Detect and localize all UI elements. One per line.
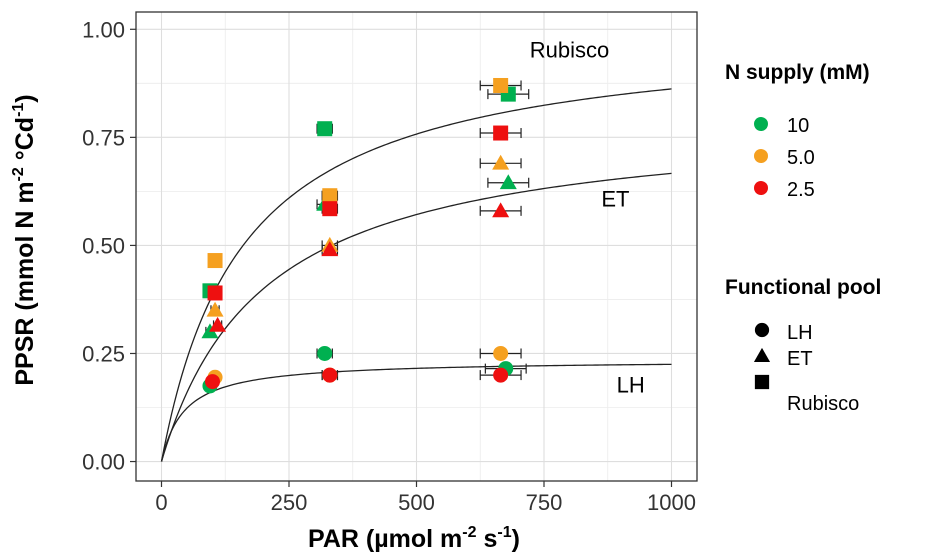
legend-label-10: 10 (787, 115, 809, 137)
data-points (201, 77, 517, 394)
legend-label-rubisco: Rubisco (787, 393, 859, 415)
point-lh-5.0 (493, 345, 509, 361)
legend-swatch-2.5 (754, 181, 768, 195)
y-tick-label: 0.00 (82, 450, 125, 475)
legend-label-lh: LH (787, 322, 813, 344)
point-et-5.0 (492, 154, 510, 170)
point-rubisco-2.5 (207, 285, 223, 301)
curve-label-rubisco: Rubisco (530, 37, 609, 62)
legend-shape-rubisco (754, 374, 770, 390)
x-axis-title: PAR (µmol m-2 s-1) (308, 524, 520, 553)
x-tick-label: 0 (155, 490, 167, 515)
x-tick-label: 250 (271, 490, 308, 515)
legend-functional-pool: Functional pool LH ET Rubisco (725, 276, 881, 415)
y-tick-label: 0.75 (82, 125, 125, 150)
curve-labels: Rubisco ET LH (530, 37, 645, 397)
x-tick-label: 500 (398, 490, 435, 515)
x-tick-label: 1000 (647, 490, 696, 515)
point-lh-2.5 (205, 374, 220, 390)
fitted-curve-rubisco (160, 88, 672, 462)
fitted-curve-lh (160, 363, 672, 462)
point-et-2.5 (321, 241, 339, 257)
point-rubisco-10 (317, 121, 333, 137)
point-et-5.0 (206, 301, 224, 317)
legend-shape-et (753, 347, 771, 363)
point-et-10 (499, 174, 517, 190)
point-rubisco-5.0 (322, 188, 338, 204)
legend-shape-lh (754, 322, 770, 338)
y-tick-label: 0.50 (82, 233, 125, 258)
point-rubisco-2.5 (322, 201, 338, 217)
fitted-curve-et (160, 172, 672, 462)
y-tick-label: 1.00 (82, 17, 125, 42)
point-lh-2.5 (493, 367, 509, 383)
point-lh-2.5 (322, 367, 338, 383)
x-tick-label: 750 (526, 490, 563, 515)
point-rubisco-5.0 (207, 253, 223, 269)
axis-ticks: 0 250 500 750 1000 0.00 0.25 0.50 0.75 1.00 (82, 17, 696, 515)
legend-n-supply-title: N supply (mM) (725, 61, 870, 84)
legend-label-5.0: 5.0 (787, 147, 815, 169)
legend-functional-pool-title: Functional pool (725, 276, 881, 299)
point-lh-10 (317, 345, 333, 361)
curve-label-et: ET (601, 187, 629, 212)
point-rubisco-5.0 (493, 77, 509, 93)
legend-label-2.5: 2.5 (787, 179, 815, 201)
point-et-2.5 (492, 202, 510, 218)
point-rubisco-2.5 (493, 125, 509, 141)
y-tick-label: 0.25 (82, 341, 125, 366)
legend-n-supply: N supply (mM) 10 5.0 2.5 (725, 61, 870, 201)
curve-label-lh: LH (617, 372, 645, 397)
legend-swatch-5.0 (754, 149, 768, 163)
legend-label-et: ET (787, 348, 813, 370)
legend-swatch-10 (754, 117, 768, 131)
y-axis-title: PPSR (mmol N m-2 °Cd-1) (10, 94, 39, 385)
point-et-2.5 (209, 316, 227, 332)
fitted-curves (160, 88, 672, 462)
